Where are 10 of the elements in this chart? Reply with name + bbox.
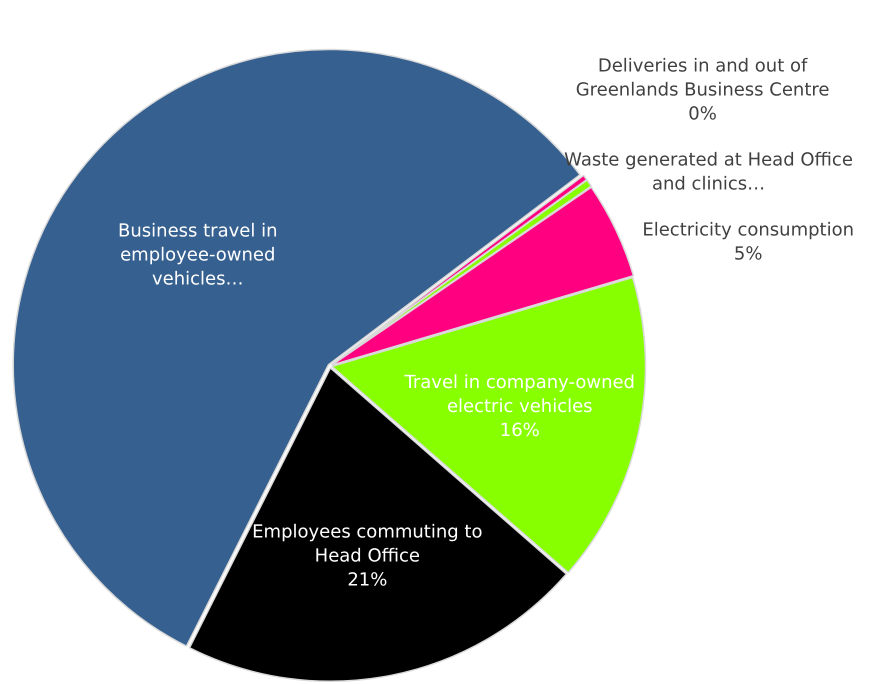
data-label: 21%: [347, 569, 388, 590]
data-label: 0%: [688, 103, 717, 124]
slice-label: Deliveries in and out of Greenlands Business Centre: [576, 55, 830, 100]
slice-label: Travel in company-owned electric vehicles: [404, 372, 635, 418]
slice-label: Electricity consumption: [642, 219, 854, 240]
slice-label: Employees commuting to Head Office: [252, 521, 482, 566]
slice-label: Business travel in employee-owned vehicles…: [118, 220, 278, 290]
slice-label: Waste generated at Head Office and clinics…: [564, 149, 853, 194]
data-label: 16%: [500, 420, 540, 442]
data-label: 5%: [734, 243, 762, 264]
